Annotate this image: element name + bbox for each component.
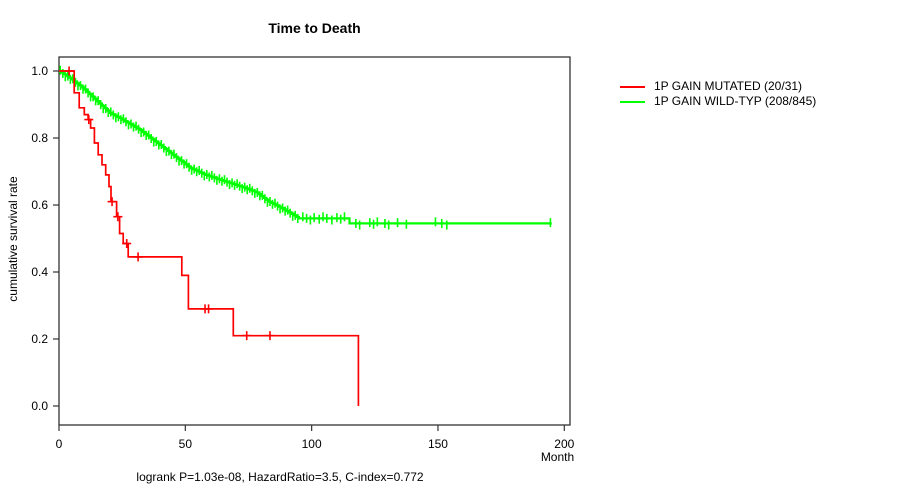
censor-marks-mutated xyxy=(64,66,275,341)
censor-marks-wildtype xyxy=(59,65,552,230)
x-tick-label: 100 xyxy=(302,437,322,451)
x-axis-title: Month xyxy=(540,450,575,464)
y-tick-label: 0.4 xyxy=(31,265,48,279)
legend-label-mutated: 1P GAIN MUTATED (20/31) xyxy=(654,79,803,93)
legend-swatch-wildtype xyxy=(620,100,645,103)
y-tick-label: 0.2 xyxy=(31,332,48,346)
y-tick-label: 0.8 xyxy=(31,131,48,145)
chart-title: Time to Death xyxy=(268,20,361,36)
x-tick-label: 200 xyxy=(554,437,574,451)
legend-label-wildtype: 1P GAIN WILD-TYP (208/845) xyxy=(654,94,817,108)
legend-swatch-mutated xyxy=(620,85,645,88)
legend-item-wildtype: 1P GAIN WILD-TYP (208/845) xyxy=(620,94,816,109)
x-tick-label: 50 xyxy=(179,437,193,451)
x-tick-label: 0 xyxy=(56,437,63,451)
km-curve-wildtype xyxy=(59,69,552,225)
y-tick-label: 0.0 xyxy=(31,399,48,413)
legend-item-mutated: 1P GAIN MUTATED (20/31) xyxy=(620,79,816,94)
km-curve-mutated-group xyxy=(59,70,360,406)
y-tick-label: 1.0 xyxy=(31,64,48,78)
plot-box xyxy=(58,56,571,426)
y-axis: 1.0 0.8 0.6 0.4 0.2 0.0 xyxy=(31,64,59,413)
x-axis: 0 50 100 150 200 xyxy=(56,425,575,451)
km-curve-wildtype-group xyxy=(59,69,552,225)
km-curve-mutated xyxy=(59,70,360,406)
x-tick-label: 150 xyxy=(428,437,448,451)
legend: 1P GAIN MUTATED (20/31) 1P GAIN WILD-TYP… xyxy=(620,79,816,109)
logrank-annotation: logrank P=1.03e-08, HazardRatio=3.5, C-i… xyxy=(136,470,424,484)
y-tick-label: 0.6 xyxy=(31,198,48,212)
